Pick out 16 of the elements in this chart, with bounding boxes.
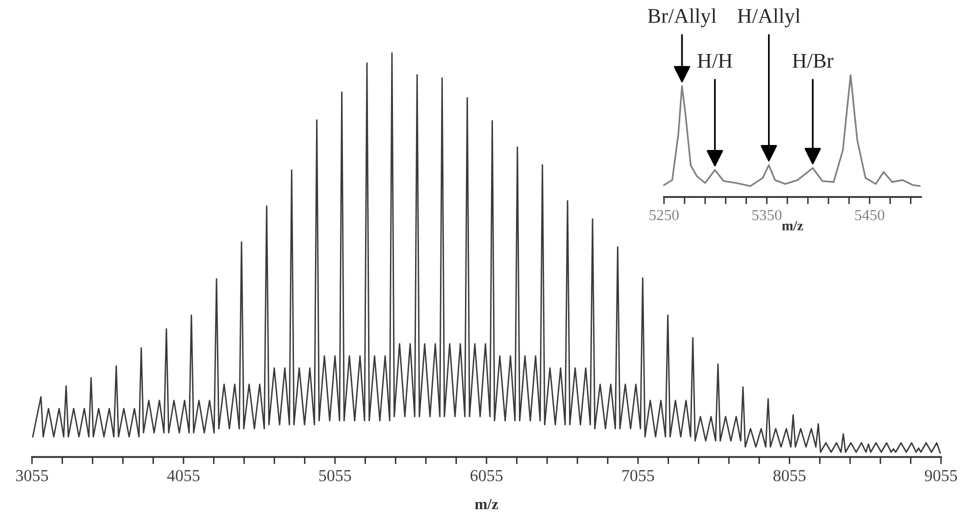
x-axis-title: m/z	[782, 221, 803, 230]
x-tick-label: 5055	[319, 470, 352, 482]
x-tick-label: 8055	[773, 470, 806, 482]
x-tick-label: 4055	[167, 470, 200, 482]
annotation: H/Allyl	[738, 8, 800, 28]
annotation: H/H	[698, 54, 732, 68]
x-tick-label: 6055	[470, 470, 503, 482]
x-tick-label: 5450	[855, 210, 884, 220]
x-tick-label: 9055	[924, 470, 958, 482]
x-tick-label: 5350	[752, 210, 782, 220]
x-axis-title: m/z	[475, 499, 498, 510]
annotation: H/Br	[792, 54, 834, 68]
x-tick-label: 5250	[650, 210, 679, 220]
x-tick-label: 3055	[16, 470, 48, 482]
annotation: Br/Allyl	[648, 8, 716, 28]
x-tick-label: 7055	[622, 470, 654, 482]
